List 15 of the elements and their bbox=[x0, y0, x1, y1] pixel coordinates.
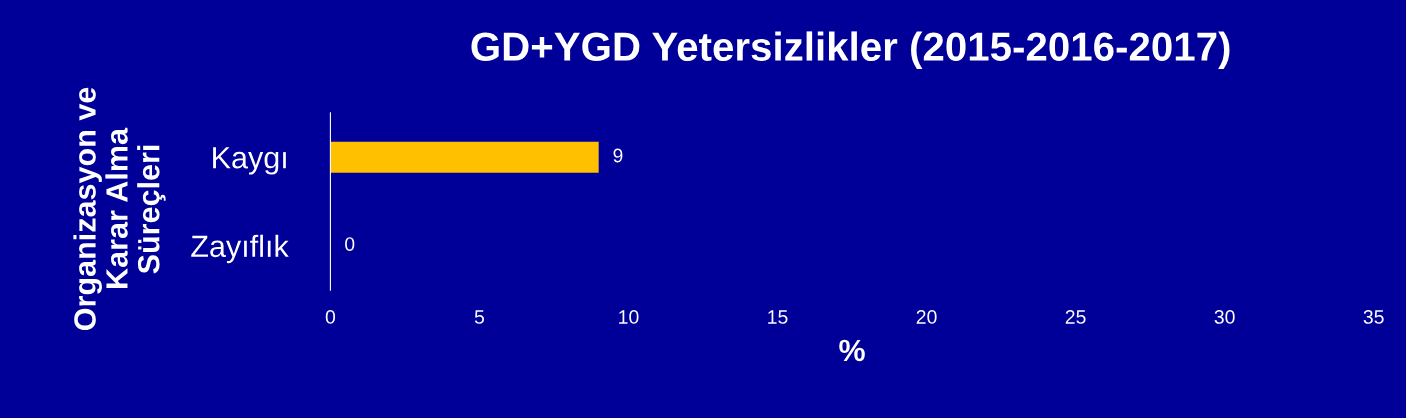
y-tick-label: Kaygı bbox=[213, 147, 286, 175]
y-tick-label: Zayıflık bbox=[191, 234, 289, 264]
x-tick-label: 20 bbox=[916, 310, 937, 324]
x-tick-label: 15 bbox=[768, 310, 788, 324]
x-tick-label: 0 bbox=[325, 310, 336, 324]
data-label: 9 bbox=[613, 148, 623, 163]
x-tick-label: 35 bbox=[1363, 310, 1384, 324]
y-axis-title: Organizasyon ve Karar Alma Süreçleri bbox=[73, 87, 166, 330]
data-label: 0 bbox=[345, 237, 355, 251]
chart-title: GD+YGD Yetersizlikler (2015-2016-2017) bbox=[471, 31, 1230, 69]
x-tick-label: 10 bbox=[619, 310, 639, 324]
x-tick-label: 30 bbox=[1214, 310, 1235, 324]
x-tick-label: 25 bbox=[1065, 310, 1086, 324]
x-tick-label: 5 bbox=[474, 310, 485, 324]
x-axis-title: % bbox=[839, 339, 865, 362]
